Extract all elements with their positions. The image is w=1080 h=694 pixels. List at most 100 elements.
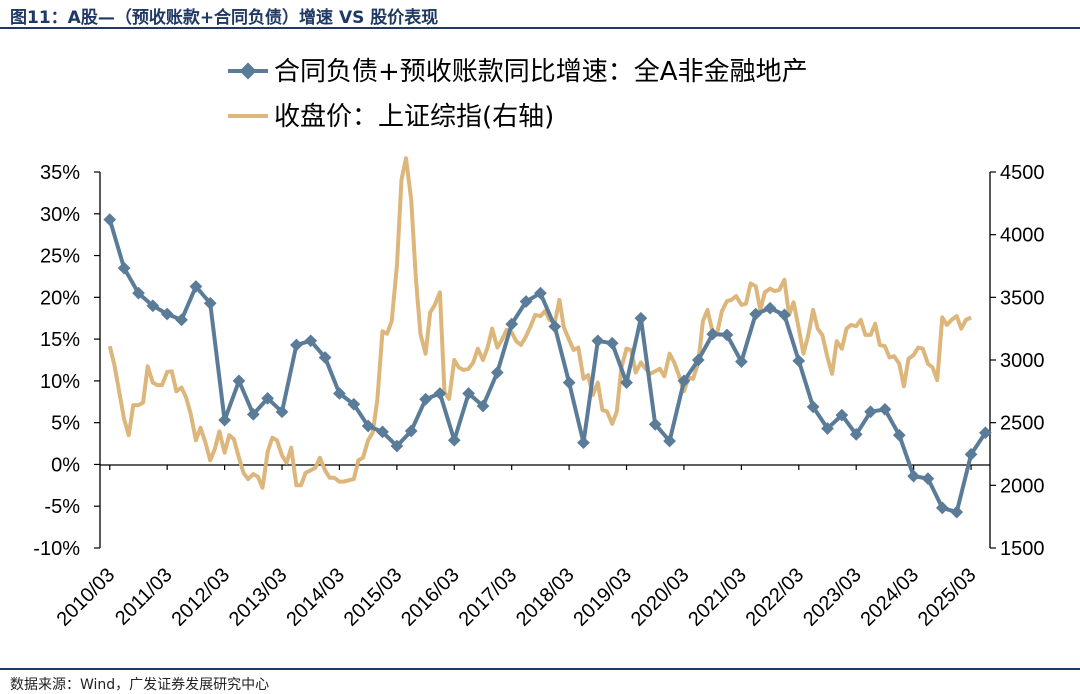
right-axis: 4500 4000 3500 3000 2500 2000 1500 [989, 162, 1045, 560]
legend-label-1: 合同负债+预收账款同比增速：全A非金融地产 [274, 57, 808, 87]
x-tick-label: 2020/03 [627, 564, 694, 631]
series-1-point [663, 434, 676, 448]
legend-item-1: 合同负债+预收账款同比增速：全A非金融地产 [228, 57, 808, 87]
legend-item-2: 收盘价：上证综指(右轴) [228, 102, 554, 132]
x-tick-label: 2015/03 [340, 564, 407, 631]
x-tick-label: 2016/03 [397, 564, 464, 631]
source-note: 数据来源：Wind，广发证券发展研究中心 [10, 677, 270, 693]
series-1-point [892, 428, 906, 442]
series-1-point [935, 501, 949, 515]
series-1-point [404, 424, 418, 438]
series-1-point [117, 261, 131, 275]
series-1-point [103, 213, 117, 226]
series-1-point [706, 327, 720, 341]
series-1-point [591, 334, 605, 348]
series-1-point [218, 413, 231, 427]
series-1-point [132, 286, 145, 300]
series-1-point [290, 338, 303, 352]
series-1-point [735, 355, 748, 369]
x-tick-label: 2014/03 [282, 564, 349, 631]
legend-label-2: 收盘价：上证综指(右轴) [274, 102, 554, 132]
x-tick-label: 2019/03 [569, 564, 636, 631]
x-tick-label: 2025/03 [914, 564, 981, 631]
left-tick-label: 0% [51, 454, 80, 476]
series-1-point [318, 351, 332, 364]
left-tick-label: 25% [40, 246, 80, 268]
series-1-point [203, 296, 217, 310]
left-tick-label: 15% [40, 329, 80, 351]
series-1-point [950, 505, 964, 519]
right-tick-label: 3500 [1000, 287, 1045, 309]
series-1-point [620, 376, 633, 389]
series-1-point [304, 334, 318, 348]
x-tick-label: 2011/03 [111, 564, 177, 630]
series-1-point [232, 374, 246, 388]
series-1-point [792, 354, 806, 368]
series-1-point [964, 448, 978, 461]
x-axis: 2010/032011/032012/032013/032014/032015/… [53, 464, 990, 631]
series-1-point [275, 405, 289, 419]
series-1-point [519, 295, 533, 308]
legend-swatch-marker-1 [239, 62, 257, 80]
right-tick-label: 4500 [1000, 162, 1045, 184]
series-1-point [691, 353, 705, 367]
series-1-point [261, 392, 275, 405]
title-rule [0, 27, 1080, 29]
series-1-point [347, 397, 361, 411]
right-tick-label: 1500 [1000, 538, 1045, 560]
right-tick-label: 2000 [1000, 475, 1045, 497]
series-1-point [419, 392, 432, 406]
series-1-point [677, 374, 691, 388]
series-1-point [333, 387, 346, 400]
left-tick-label: 10% [40, 371, 80, 393]
figure-title: 图11：A股—（预收账款+合同负债）增速 VS 股价表现 [10, 8, 439, 28]
series-1-point [376, 425, 389, 439]
series-1-point [505, 317, 519, 331]
x-tick-label: 2021/03 [684, 564, 751, 631]
x-tick-label: 2023/03 [799, 564, 866, 631]
x-tick-label: 2022/03 [742, 564, 809, 631]
left-axis: 35% 30% 25% 20% 15% 10% 5% 0% -5% -10% [33, 162, 101, 560]
x-tick-label: 2024/03 [856, 564, 923, 631]
series-1-point [907, 469, 920, 483]
series-1-point [361, 419, 375, 433]
x-tick-label: 2013/03 [225, 564, 292, 631]
left-tick-label: -5% [44, 496, 80, 518]
left-tick-label: 30% [40, 204, 80, 226]
x-tick-label: 2018/03 [512, 564, 579, 631]
series-1-point [390, 439, 404, 453]
x-tick-label: 2010/03 [53, 564, 120, 631]
series-1-point [490, 366, 504, 379]
series-1-point [534, 286, 547, 300]
left-tick-label: 20% [40, 287, 80, 309]
bottom-rule [0, 668, 1080, 670]
series-1-point [763, 301, 777, 315]
series-1-point [835, 408, 849, 422]
series-1-point [806, 400, 820, 414]
series-1-point [462, 387, 475, 400]
series-1-point [433, 387, 447, 400]
legend: 合同负债+预收账款同比增速：全A非金融地产 收盘价：上证综指(右轴) [228, 57, 808, 132]
left-tick-label: 5% [51, 413, 80, 435]
x-tick-label: 2012/03 [167, 564, 234, 631]
left-tick-label: -10% [33, 538, 80, 560]
left-tick-label: 35% [40, 162, 80, 184]
series-1-point [605, 336, 619, 350]
x-tick-label: 2017/03 [455, 564, 522, 631]
series-layer [103, 156, 992, 519]
series-1-point [634, 311, 648, 325]
right-tick-label: 2500 [1000, 413, 1045, 435]
series-1-point [562, 376, 576, 389]
series-line-2 [107, 156, 972, 490]
series-1-point [577, 436, 590, 450]
series-1-point [175, 313, 188, 327]
series-1-point [160, 307, 174, 321]
series-1-point [447, 433, 461, 447]
series-1-point [979, 426, 992, 440]
chart: 35% 30% 25% 20% 15% 10% 5% 0% -5% -10% 4500 4000 35… [33, 57, 1045, 631]
right-tick-label: 3000 [1000, 350, 1045, 372]
series-1-point [648, 417, 662, 431]
series-1-point [921, 472, 935, 485]
right-tick-label: 4000 [1000, 225, 1045, 247]
series-1-point [476, 399, 490, 413]
